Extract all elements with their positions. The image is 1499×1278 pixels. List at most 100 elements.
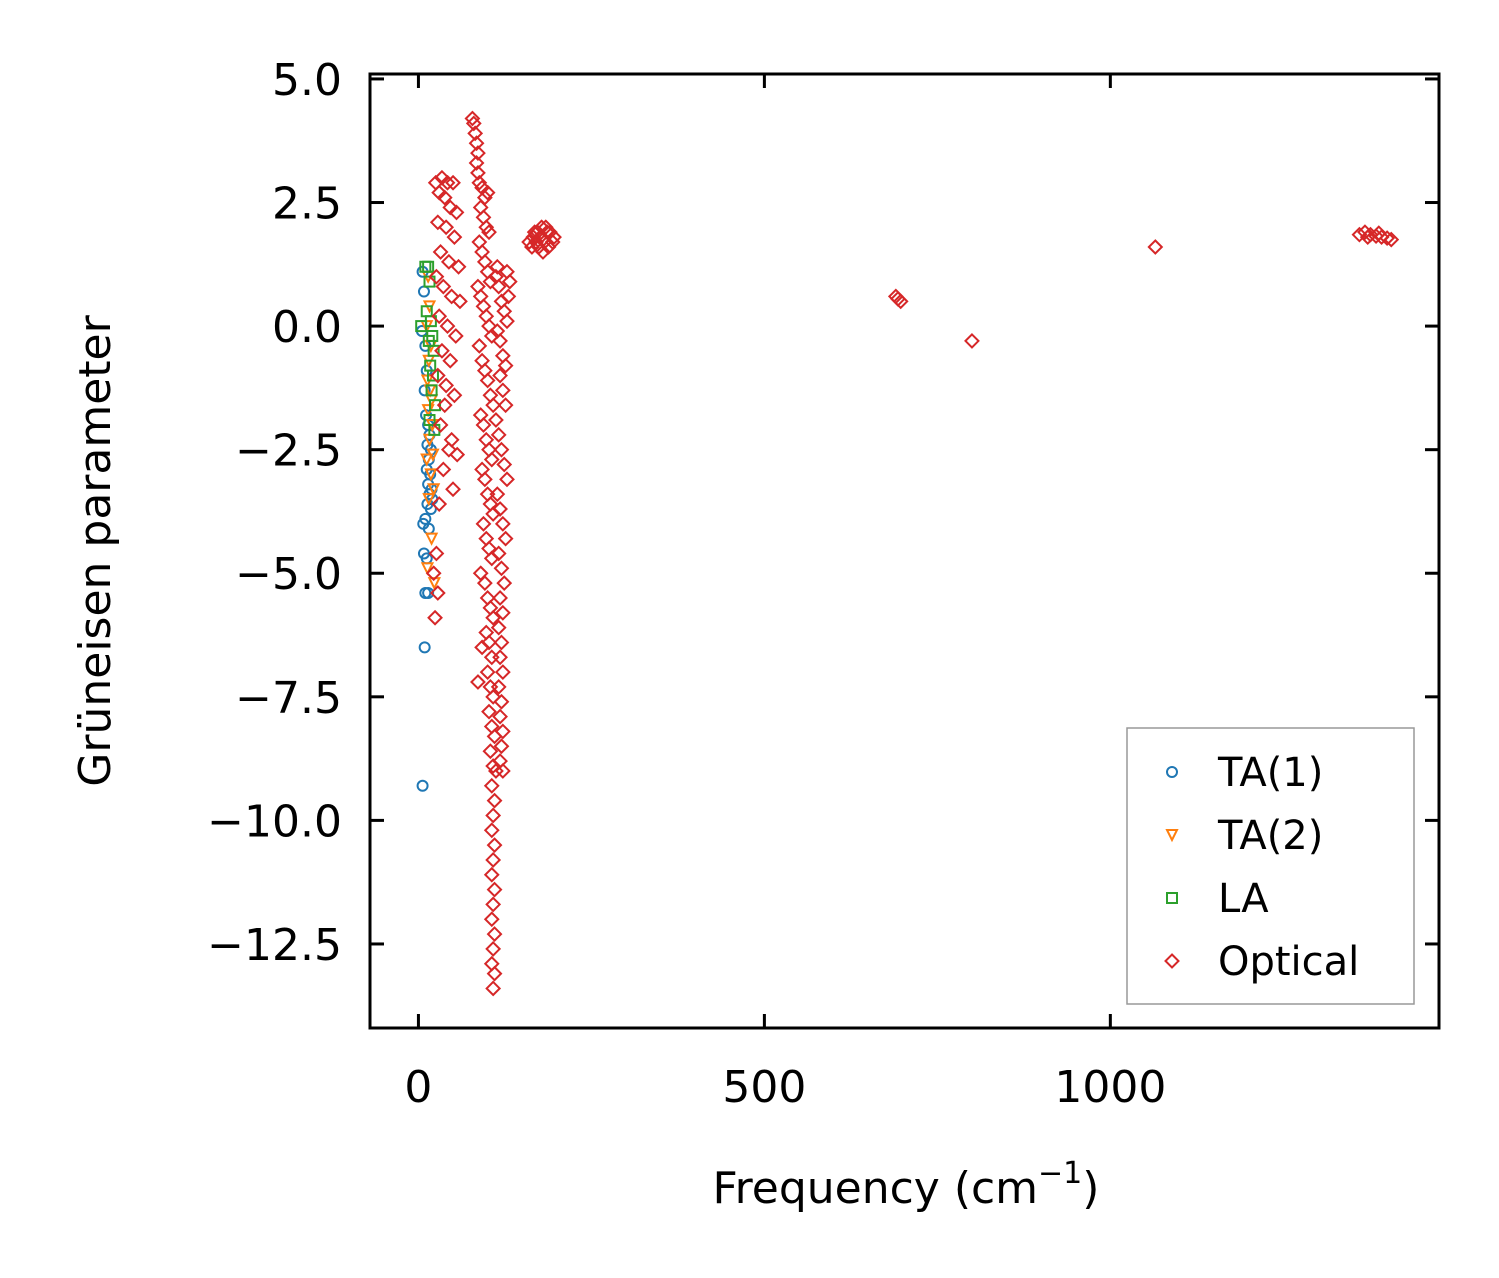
data-point (452, 293, 468, 310)
x-axis-title-superscript: −1 (1038, 1156, 1082, 1191)
data-point (427, 344, 440, 357)
y-tick-label: 2.5 (272, 179, 342, 230)
data-point (438, 377, 455, 394)
data-point (489, 258, 506, 275)
data-point (446, 229, 463, 246)
data-point (499, 263, 515, 280)
data-point (892, 293, 909, 310)
data-point (474, 639, 491, 656)
data-point (492, 333, 508, 349)
data-point (483, 328, 500, 344)
data-point (429, 367, 446, 384)
legend-marker (1164, 953, 1180, 969)
data-point (488, 412, 504, 428)
data-point (424, 468, 438, 482)
data-point (439, 174, 456, 191)
data-point (485, 688, 502, 705)
data-point (485, 852, 502, 868)
data-point (470, 145, 486, 162)
data-point (485, 397, 502, 414)
data-point (964, 333, 980, 349)
legend-label: TA(1) (1217, 750, 1323, 796)
data-point (497, 357, 514, 374)
data-point (490, 679, 507, 695)
data-point (471, 337, 488, 354)
data-point (1351, 226, 1368, 243)
data-point (479, 184, 496, 201)
data-point (471, 174, 488, 191)
data-point (445, 174, 461, 191)
data-point (1383, 231, 1400, 248)
data-point (493, 634, 510, 651)
data-point (486, 837, 503, 854)
legend-marker (1165, 829, 1179, 843)
series-optical (425, 110, 1400, 997)
data-point (431, 308, 448, 325)
data-point (499, 471, 515, 488)
data-point (492, 708, 508, 725)
data-point (436, 397, 453, 414)
data-point (416, 779, 429, 792)
data-point (431, 496, 448, 512)
y-tick-label: −2.5 (235, 426, 342, 477)
data-point (432, 417, 449, 433)
x-tick-label: 0 (404, 1062, 432, 1113)
data-point (492, 501, 508, 517)
data-point (483, 911, 500, 928)
data-point (482, 743, 499, 760)
data-point (490, 619, 507, 636)
y-tick-label: −10.0 (207, 796, 342, 847)
data-point (481, 634, 497, 651)
data-point (422, 493, 436, 507)
data-point (426, 369, 439, 382)
data-point (464, 110, 481, 127)
data-point (492, 590, 508, 606)
data-point (429, 399, 442, 412)
data-point (468, 135, 485, 152)
data-point (442, 352, 459, 369)
data-point (468, 155, 485, 171)
data-point (497, 397, 514, 414)
data-point (435, 278, 452, 295)
data-point (481, 224, 497, 241)
legend-item: LA (1166, 876, 1269, 922)
data-point (490, 278, 507, 295)
y-tick-label: −12.5 (207, 920, 342, 971)
data-point (438, 219, 455, 236)
data-point (494, 382, 511, 399)
data-point (497, 530, 514, 547)
y-axis-ticks: 5.0 2.5 0.0 −2.5 −5.0 −7.5 −10.0 −12.5 (207, 55, 1439, 971)
data-point (445, 481, 461, 498)
data-point (418, 641, 431, 654)
data-point (1359, 229, 1376, 246)
data-point (489, 486, 506, 503)
data-point (486, 965, 503, 982)
data-point (422, 587, 435, 600)
legend-item: Optical (1164, 939, 1359, 985)
data-point (424, 532, 439, 546)
legend-label: LA (1218, 876, 1269, 922)
x-tick-label: 1000 (1054, 1062, 1166, 1113)
y-tick-label: −5.0 (235, 549, 342, 600)
data-point (485, 609, 502, 626)
y-tick-label: −7.5 (235, 673, 342, 724)
data-point (476, 471, 493, 488)
y-axis-title: Grüneisen parameter (70, 314, 121, 786)
data-point (479, 372, 496, 389)
y-tick-label: 0.0 (272, 302, 342, 353)
data-point (494, 664, 511, 681)
data-point (434, 342, 450, 359)
data-point (449, 446, 466, 463)
data-point (521, 234, 538, 250)
data-point (428, 268, 445, 285)
x-axis-ticks: 0 500 1000 (404, 74, 1166, 1113)
data-point (526, 224, 543, 241)
data-point (465, 115, 482, 132)
data-point (435, 461, 452, 478)
data-point (420, 562, 435, 576)
data-point (485, 940, 502, 957)
x-axis-title-end: ) (1082, 1163, 1099, 1214)
data-point (447, 328, 464, 344)
data-point (425, 384, 438, 397)
